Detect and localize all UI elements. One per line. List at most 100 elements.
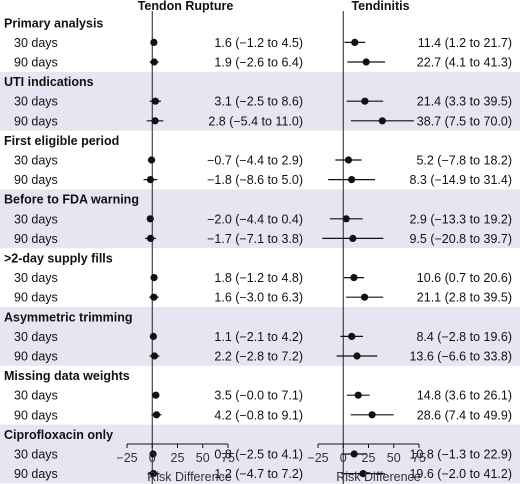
group-header: Asymmetric trimming: [4, 310, 133, 324]
point-estimate-tendinitis: [350, 450, 358, 458]
ci-text-tendinitis: 13.6 (−6.6 to 33.8): [409, 350, 512, 364]
group-header: Missing data weights: [4, 369, 130, 383]
ci-text-tendon_rupture: −1.7 (−7.1 to 3.8): [207, 232, 303, 246]
row-label: 30 days: [14, 36, 58, 50]
plot-layer: [143, 11, 414, 484]
ci-text-tendinitis: 21.4 (3.3 to 39.5): [417, 95, 512, 109]
point-estimate-tendon_rupture: [151, 117, 159, 125]
label-layer: Tendon Rupture Tendinitis Primary analysis…: [4, 0, 512, 481]
group-header: Primary analysis: [4, 16, 103, 30]
point-estimate-tendinitis: [349, 234, 357, 242]
x-tick-label: 50: [387, 451, 401, 465]
ci-text-tendinitis: 10.8 (−1.3 to 22.9): [409, 448, 512, 462]
x-tick-label: 25: [362, 451, 376, 465]
ci-text-tendon_rupture: 1.6 (−3.0 to 6.3): [214, 291, 303, 305]
ci-text-tendon_rupture: 0.8 (−2.5 to 4.1): [214, 448, 303, 462]
point-estimate-tendon_rupture: [146, 215, 154, 223]
group-header: First eligible period: [4, 134, 119, 148]
point-estimate-tendon_rupture: [149, 470, 158, 478]
row-label: 30 days: [14, 212, 58, 226]
point-estimate-tendinitis: [351, 38, 359, 47]
point-estimate-tendon_rupture: [150, 58, 158, 66]
group-header: UTI indications: [4, 75, 94, 89]
point-estimate-tendinitis: [359, 470, 367, 478]
panel-title-1: Tendinitis: [351, 0, 409, 13]
point-estimate-tendon_rupture: [150, 352, 159, 360]
point-estimate-tendon_rupture: [147, 156, 156, 164]
ci-text-tendinitis: 5.2 (−7.8 to 18.2): [416, 154, 512, 168]
ci-text-tendinitis: 11.4 (1.2 to 21.7): [418, 36, 512, 50]
row-label: 90 days: [14, 350, 58, 364]
x-axis-title-1: Risk Difference: [336, 470, 421, 484]
point-estimate-tendinitis: [378, 117, 386, 125]
x-tick-label: −25: [116, 451, 137, 465]
x-tick-label: 50: [196, 451, 210, 465]
point-estimate-tendon_rupture: [146, 176, 155, 184]
ci-text-tendon_rupture: 1.9 (−2.6 to 6.4): [214, 56, 303, 70]
group-header: >2-day supply fills: [4, 252, 113, 266]
ci-text-tendinitis: 28.6 (7.4 to 49.9): [417, 408, 512, 422]
ci-text-tendinitis: 2.9 (−13.3 to 19.2): [409, 212, 512, 226]
point-estimate-tendinitis: [361, 97, 369, 105]
point-estimate-tendinitis: [360, 293, 369, 301]
point-estimate-tendinitis: [348, 332, 356, 340]
row-label: 90 days: [14, 467, 58, 481]
ci-text-tendinitis: 8.3 (−14.9 to 31.4): [409, 173, 512, 187]
row-label: 90 days: [14, 291, 58, 305]
ci-text-tendinitis: 14.8 (3.6 to 26.1): [417, 389, 512, 403]
point-estimate-tendon_rupture: [150, 274, 158, 282]
x-tick-label: −25: [307, 451, 328, 465]
ci-text-tendon_rupture: 1.6 (−1.2 to 4.5): [214, 36, 303, 50]
point-estimate-tendinitis: [342, 215, 350, 223]
point-estimate-tendinitis: [362, 58, 370, 66]
row-label: 90 days: [14, 232, 58, 246]
x-tick-label: 25: [171, 451, 185, 465]
x-tick-label: 75: [412, 451, 426, 465]
x-axis-title-0: Risk Difference: [147, 470, 232, 484]
row-label: 30 days: [14, 330, 58, 344]
ci-text-tendon_rupture: −2.0 (−4.4 to 0.4): [207, 212, 303, 226]
point-estimate-tendon_rupture: [152, 411, 161, 419]
point-estimate-tendon_rupture: [146, 234, 155, 242]
axes-layer: −25 0 25 50 75 Risk Difference −25 0 25 50 75 Risk …: [116, 443, 426, 484]
x-tick-label: 0: [340, 451, 347, 465]
ci-text-tendinitis: 38.7 (7.5 to 70.0): [417, 114, 512, 128]
row-label: 30 days: [14, 154, 58, 168]
ci-text-tendon_rupture: −0.7 (−4.4 to 2.9): [207, 154, 303, 168]
row-label: 90 days: [14, 56, 58, 70]
ci-text-tendinitis: 22.7 (4.1 to 41.3): [417, 56, 512, 70]
group-band-7: [0, 424, 520, 484]
group-band-5: [0, 307, 520, 366]
group-band-1: [0, 71, 520, 131]
ci-text-tendinitis: 21.1 (2.8 to 39.5): [417, 291, 512, 305]
ci-text-tendon_rupture: 1.8 (−1.2 to 4.8): [214, 271, 303, 285]
group-header: Before to FDA warning: [4, 193, 139, 207]
ci-text-tendinitis: 19.6 (−2.0 to 41.2): [409, 467, 512, 481]
point-estimate-tendon_rupture: [150, 293, 158, 301]
panel-title-0: Tendon Rupture: [138, 0, 234, 13]
ci-text-tendon_rupture: 2.8 (−5.4 to 11.0): [208, 114, 303, 128]
x-tick-label: 0: [149, 451, 156, 465]
point-estimate-tendon_rupture: [151, 97, 159, 105]
ci-text-tendon_rupture: 3.5 (−0.0 to 7.1): [214, 389, 303, 403]
ci-text-tendon_rupture: −1.8 (−8.6 to 5.0): [207, 173, 303, 187]
x-tick-label: 75: [221, 451, 235, 465]
group-header: Ciprofloxacin only: [4, 428, 113, 442]
ci-text-tendon_rupture: 2.2 (−2.8 to 7.2): [214, 350, 303, 364]
row-label: 30 days: [14, 448, 58, 462]
row-label: 90 days: [14, 173, 58, 187]
ci-text-tendinitis: 10.6 (0.7 to 20.6): [417, 271, 512, 285]
ci-text-tendon_rupture: 1.2 (−4.7 to 7.2): [214, 467, 303, 481]
ci-text-tendon_rupture: 1.1 (−2.1 to 4.2): [214, 330, 303, 344]
point-estimate-tendinitis: [350, 274, 358, 282]
point-estimate-tendon_rupture: [150, 38, 158, 47]
row-label: 30 days: [14, 389, 58, 403]
point-estimate-tendon_rupture: [152, 391, 160, 399]
ci-text-tendon_rupture: 4.2 (−0.8 to 9.1): [214, 408, 303, 422]
row-label: 90 days: [14, 114, 58, 128]
point-estimate-tendinitis: [354, 391, 362, 399]
row-label: 30 days: [14, 95, 58, 109]
ci-text-tendinitis: 9.5 (−20.8 to 39.7): [409, 232, 512, 246]
row-label: 90 days: [14, 408, 58, 422]
